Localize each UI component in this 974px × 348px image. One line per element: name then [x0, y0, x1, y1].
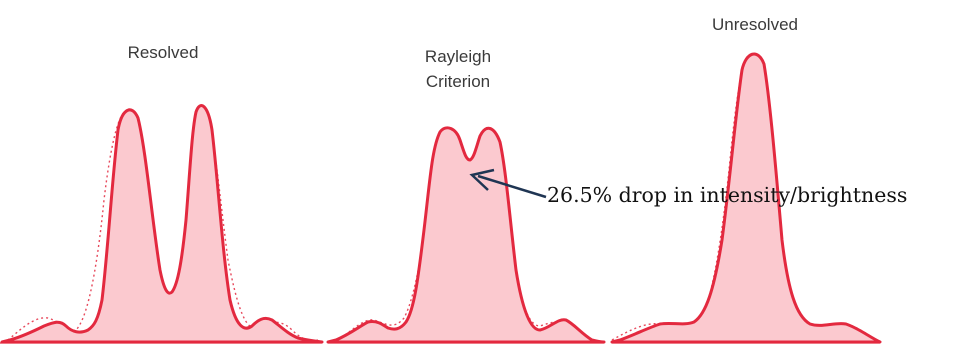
title-rayleigh-line2: Criterion [426, 72, 490, 91]
title-unresolved: Unresolved [712, 15, 798, 34]
resolved-curve [0, 104, 324, 344]
rayleigh-curve [326, 126, 606, 344]
annotation-text: 26.5% drop in intensity/brightness [547, 183, 907, 207]
annotation-arrow [469, 168, 547, 199]
panel-resolved [0, 104, 324, 344]
title-resolved: Resolved [128, 43, 199, 62]
panel-unresolved [610, 52, 882, 344]
title-rayleigh-line1: Rayleigh [425, 47, 491, 66]
unresolved-curve [610, 52, 882, 344]
panel-rayleigh [326, 126, 606, 344]
